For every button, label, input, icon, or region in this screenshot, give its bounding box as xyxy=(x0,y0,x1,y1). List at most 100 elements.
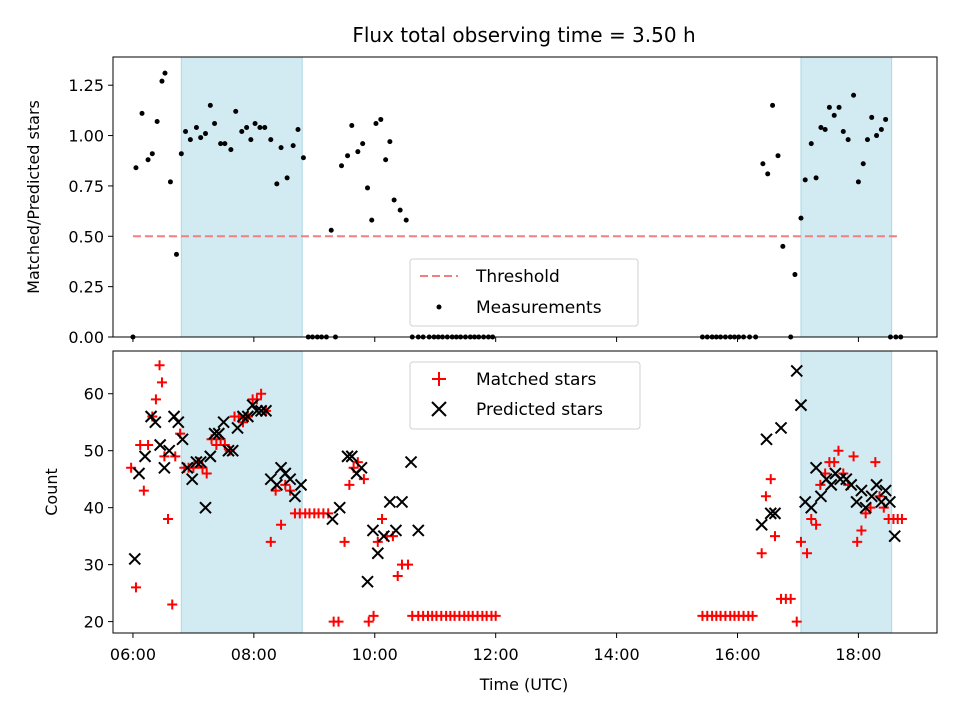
predicted-star-point xyxy=(138,450,152,463)
predicted-star-point xyxy=(222,444,235,457)
predicted-star-point xyxy=(274,461,288,474)
measurement-point xyxy=(198,135,204,141)
measurement-point xyxy=(193,125,199,131)
matched-star-point xyxy=(785,593,796,604)
predicted-star-point xyxy=(231,421,244,435)
matched-star-point xyxy=(130,582,141,593)
matched-star-point xyxy=(856,525,867,536)
predicted-star-point xyxy=(254,404,268,418)
measurement-point xyxy=(262,125,268,131)
measurement-point xyxy=(300,155,306,161)
matched-star-point xyxy=(870,457,881,468)
predicted-star-point xyxy=(355,461,368,474)
predicted-star-point xyxy=(212,427,226,440)
predicted-star-point xyxy=(814,490,828,503)
matched-star-points xyxy=(126,360,907,627)
chart-title: Flux total observing time = 3.50 h xyxy=(352,23,695,47)
measurement-point xyxy=(851,92,857,98)
measurement-point xyxy=(826,104,832,110)
measurement-point xyxy=(252,120,258,126)
x-tick-label: 16:00 xyxy=(714,645,760,664)
matched-star-point xyxy=(852,536,863,547)
matched-star-point xyxy=(163,514,174,525)
predicted-star-point xyxy=(824,478,838,492)
measurement-point xyxy=(133,165,139,171)
predicted-star-point xyxy=(865,490,878,503)
measurement-point xyxy=(770,102,776,108)
predicted-star-point xyxy=(371,547,384,560)
bottom-y-tick-label: 60 xyxy=(84,385,104,404)
top-y-tick-label: 0.50 xyxy=(68,227,104,246)
measurement-point xyxy=(765,171,771,177)
measurement-point xyxy=(233,108,239,114)
measurement-point xyxy=(387,139,393,145)
measurement-point xyxy=(149,151,155,157)
matched-star-point xyxy=(860,508,871,519)
predicted-star-point xyxy=(128,552,141,566)
measurement-point xyxy=(792,272,798,278)
x-tick-label: 18:00 xyxy=(835,645,881,664)
bottom-shaded-region xyxy=(180,350,303,634)
predicted-star-point xyxy=(879,484,892,497)
measurement-point xyxy=(239,129,245,135)
measurement-point xyxy=(284,175,290,181)
matched-star-point xyxy=(276,519,287,530)
measurement-point xyxy=(187,137,193,143)
predicted-star-point xyxy=(760,433,773,446)
measurement-point xyxy=(349,122,355,128)
predicted-star-point xyxy=(217,416,230,429)
measurement-point xyxy=(397,207,403,213)
predicted-star-point xyxy=(176,433,189,446)
predicted-star-point xyxy=(167,410,181,423)
predicted-star-point xyxy=(194,455,207,469)
matched-star-point xyxy=(490,610,501,621)
matched-star-point xyxy=(765,474,776,485)
measurement-point xyxy=(391,197,397,203)
predicted-star-point xyxy=(259,404,273,418)
matched-star-point xyxy=(138,485,149,496)
matched-star-point xyxy=(802,548,813,559)
top-panel: 0.00 0.25 0.50 0.75 1.00 1.25 Matched/Predict… xyxy=(24,56,938,347)
measurement-point xyxy=(228,147,234,153)
matched-star-point xyxy=(756,548,767,559)
measurement-point xyxy=(874,133,880,139)
matched-star-point xyxy=(154,360,165,371)
x-axis-label: Time (UTC) xyxy=(479,675,568,694)
measurement-point xyxy=(139,110,145,116)
matched-star-point xyxy=(344,479,355,490)
legend-predicted-label: Predicted stars xyxy=(476,400,603,420)
bottom-shaded-regions xyxy=(180,350,893,634)
measurement-point xyxy=(218,141,224,147)
measurement-point xyxy=(173,251,179,257)
top-shaded-region xyxy=(800,56,893,338)
matched-star-point xyxy=(791,616,802,627)
predicted-star-point xyxy=(755,518,768,531)
predicted-star-point xyxy=(883,495,897,509)
bottom-y-axis-label: Count xyxy=(42,468,61,516)
matched-star-point xyxy=(150,394,161,405)
legend-threshold-label: Threshold xyxy=(475,267,560,287)
predicted-star-point xyxy=(190,455,203,469)
bottom-legend: Matched stars Predicted stars xyxy=(409,361,641,430)
predicted-star-point xyxy=(389,524,403,537)
matched-star-point xyxy=(333,616,344,627)
bottom-shaded-region xyxy=(800,350,893,634)
matched-star-point xyxy=(323,508,334,519)
predicted-star-point xyxy=(333,501,346,514)
predicted-star-point xyxy=(132,467,146,480)
measurement-point xyxy=(864,137,870,143)
measurement-point xyxy=(290,143,296,149)
measurement-point xyxy=(760,161,766,167)
predicted-star-points xyxy=(128,364,901,588)
matched-star-point xyxy=(167,599,178,610)
predicted-star-point xyxy=(172,416,185,429)
matched-star-point xyxy=(256,388,267,399)
measurement-point xyxy=(257,125,263,131)
bottom-plot-frame xyxy=(112,350,938,634)
x-tick-label: 06:00 xyxy=(110,645,156,664)
x-tick-label: 14:00 xyxy=(594,645,640,664)
measurement-point xyxy=(274,181,280,187)
predicted-star-point xyxy=(199,501,212,514)
legend-measurement-swatch xyxy=(436,304,442,310)
measurement-point xyxy=(836,104,842,110)
